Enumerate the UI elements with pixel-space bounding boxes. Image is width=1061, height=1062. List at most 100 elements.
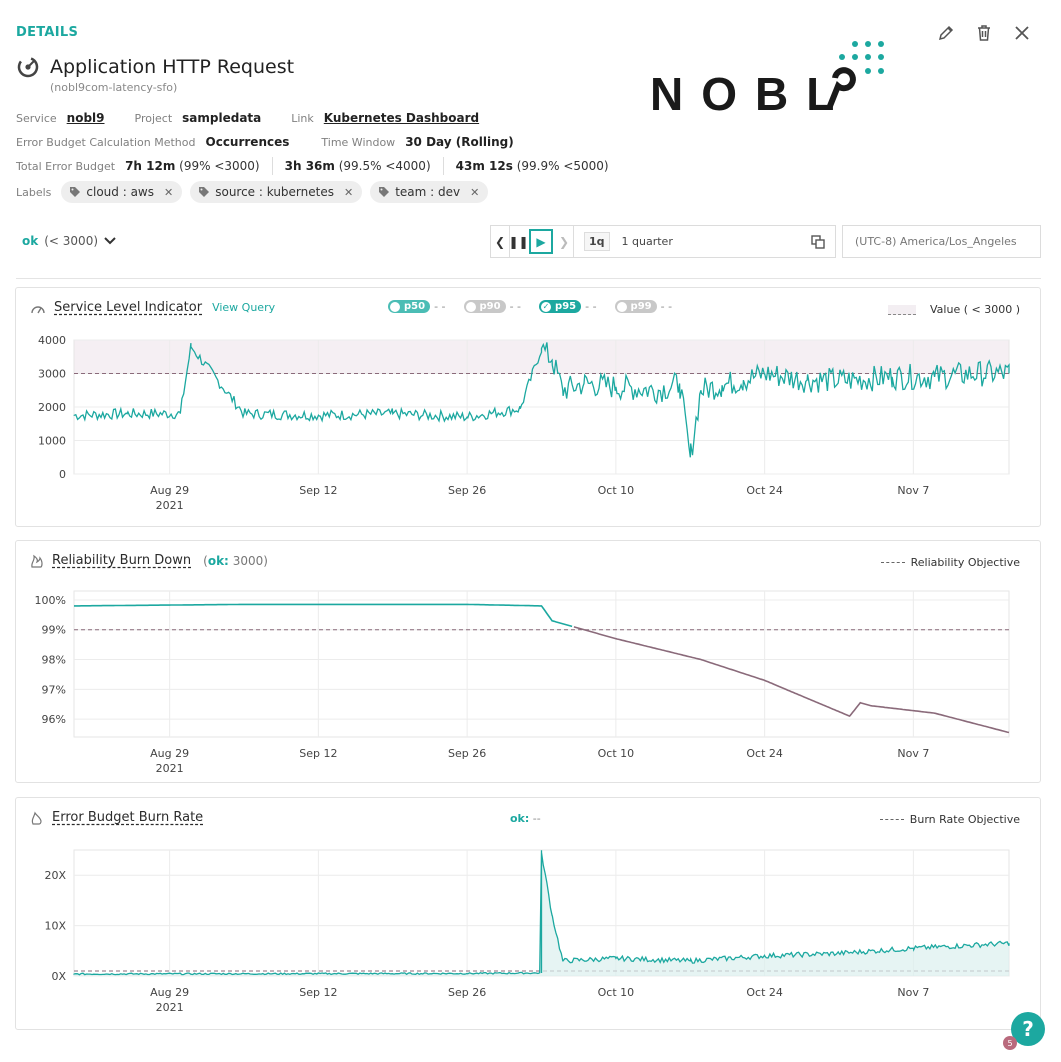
series-line-ok [74, 603, 573, 628]
y-tick-label: 1000 [38, 435, 66, 448]
service-label: Service [16, 111, 57, 125]
x-tick-label: Sep 26 [448, 484, 486, 497]
sli-panel-header: Service Level Indicator View Query [30, 300, 275, 315]
error-budget-label: Total Error Budget [16, 159, 116, 173]
slo-id: (nobl9com-latency-sfo) [50, 81, 178, 94]
x-tick-label: Sep 26 [448, 986, 486, 999]
burn-rate-legend: Burn Rate Objective [879, 813, 1020, 826]
kubernetes-dashboard-link[interactable]: Kubernetes Dashboard [323, 111, 480, 125]
prev-icon[interactable]: ❮ [494, 234, 506, 249]
budget-item: 3h 36m (99.5% <4000) [284, 159, 431, 173]
delete-icon[interactable] [973, 22, 995, 44]
copy-icon[interactable] [811, 234, 825, 249]
objective-value: (ok: 3000) [203, 553, 268, 568]
meta-row-labels: Labels cloud : aws ✕ source : kubernetes ✕… [16, 181, 496, 203]
next-icon[interactable]: ❯ [558, 234, 570, 249]
project-label: Project [134, 111, 173, 125]
percentile-toggle-p90[interactable]: p90 - - [463, 300, 521, 313]
slo-header: Application HTTP Request [16, 55, 294, 79]
range-text: 1 quarter [621, 235, 673, 248]
view-query-link[interactable]: View Query [212, 301, 276, 314]
x-tick-label: Sep 26 [448, 747, 486, 760]
panel-title: Error Budget Burn Rate [52, 810, 204, 825]
x-tick-sublabel: 2021 [156, 762, 184, 775]
sli-legend: Value ( < 3000 ) [888, 303, 1020, 316]
tag-icon [70, 187, 81, 197]
objective-dropdown[interactable]: ok (< 3000) [22, 234, 116, 248]
x-tick-label: Oct 24 [746, 747, 783, 760]
slo-name: Application HTTP Request [50, 56, 295, 78]
reliability-panel: Reliability Burn Down (ok: 3000) Reliabi… [15, 540, 1041, 783]
x-tick-sublabel: 2021 [156, 1001, 184, 1014]
divider [442, 157, 444, 175]
notification-badge: 5 [1003, 1036, 1017, 1050]
y-tick-label: 96% [42, 713, 66, 726]
project-value: sampledata [182, 111, 262, 125]
close-icon[interactable] [1011, 22, 1033, 44]
calc-method-label: Error Budget Calculation Method [16, 135, 196, 149]
x-tick-label: Oct 10 [598, 986, 635, 999]
range-badge: 1q [584, 232, 610, 251]
service-link[interactable]: nobl9 [66, 111, 105, 125]
x-tick-label: Nov 7 [897, 986, 929, 999]
burn-rate-panel: Error Budget Burn Rate ok: -- Burn Rate … [15, 797, 1041, 1030]
legend-swatch [888, 304, 916, 315]
percentile-toggle-p50[interactable]: p50 - - [388, 300, 446, 313]
reliability-legend: Reliability Objective [880, 556, 1020, 569]
y-tick-label: 97% [42, 683, 66, 696]
play-icon[interactable]: ▶ [529, 229, 553, 254]
x-tick-sublabel: 2021 [156, 499, 184, 512]
burn-rate-panel-header: Error Budget Burn Rate [30, 810, 203, 825]
timezone-select[interactable]: (UTC-8) America/Los_Angeles [842, 225, 1041, 258]
divider [16, 278, 1041, 279]
chevron-down-icon [104, 237, 116, 245]
y-tick-label: 100% [35, 594, 66, 607]
x-tick-label: Oct 10 [598, 747, 635, 760]
y-tick-label: 2000 [38, 401, 66, 414]
x-tick-label: Oct 24 [746, 986, 783, 999]
percentile-toggle-p95[interactable]: ✓ p95 - - [539, 300, 597, 313]
series-line-p95 [73, 342, 1010, 458]
pause-icon[interactable]: ❚❚ [508, 226, 529, 257]
x-tick-label: Aug 29 [150, 747, 189, 760]
threshold-band [74, 340, 1009, 374]
time-window-label: Time Window [321, 135, 396, 149]
remove-label-icon[interactable]: ✕ [470, 185, 480, 199]
details-section-title: DETAILS [16, 25, 79, 40]
y-tick-label: 10X [44, 920, 66, 933]
plot-frame [73, 590, 1010, 738]
percentile-toggle-p99[interactable]: p99 - - [614, 300, 672, 313]
burn-objective-value: ok: -- [510, 812, 541, 825]
calc-method-value: Occurrences [205, 135, 290, 149]
y-tick-label: 4000 [38, 334, 66, 347]
x-tick-label: Aug 29 [150, 484, 189, 497]
x-tick-label: Aug 29 [150, 986, 189, 999]
time-range-picker[interactable]: 1q 1 quarter [573, 226, 835, 257]
time-window-value: 30 Day (Rolling) [405, 135, 514, 149]
x-tick-label: Sep 12 [299, 986, 337, 999]
label-chip: team : dev ✕ [370, 181, 489, 203]
x-tick-label: Nov 7 [897, 747, 929, 760]
tag-icon [379, 187, 390, 197]
fire-icon [31, 811, 42, 825]
remove-label-icon[interactable]: ✕ [164, 185, 174, 199]
detail-actions [935, 22, 1033, 44]
budget-item: 43m 12s (99.9% <5000) [455, 159, 609, 173]
tag-icon [199, 187, 210, 197]
gauge-icon [31, 305, 45, 313]
y-tick-label: 0X [51, 970, 66, 983]
x-tick-label: Oct 24 [746, 484, 783, 497]
y-tick-label: 0 [59, 468, 66, 481]
edit-icon[interactable] [935, 22, 957, 44]
sli-panel: Service Level Indicator View Query p50 -… [15, 287, 1041, 527]
nobl9-logo: NOBL [650, 41, 884, 118]
link-label: Link [291, 111, 314, 125]
divider [271, 157, 273, 175]
y-tick-label: 3000 [38, 368, 66, 381]
logo-wordmark: NOBL [650, 68, 852, 118]
remove-label-icon[interactable]: ✕ [343, 185, 354, 199]
slo-gauge-icon [17, 56, 39, 78]
burn-rate-chart: 20X 10X 0X Aug 29 2021 Sep 12 Sep 26 Oct 10 Oct … [44, 849, 1010, 1014]
label-chip: source : kubernetes ✕ [190, 181, 363, 203]
series-line-ok-below-objective [573, 626, 1010, 734]
